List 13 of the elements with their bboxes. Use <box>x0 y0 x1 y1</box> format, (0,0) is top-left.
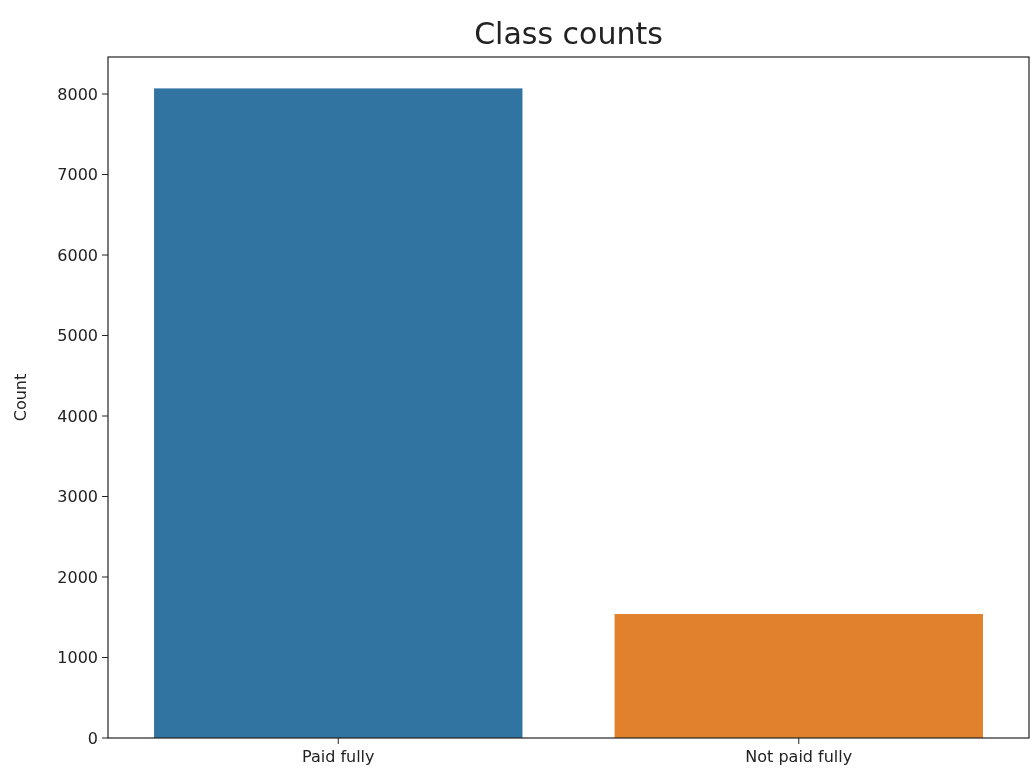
y-tick-label: 8000 <box>57 84 98 104</box>
y-tick-label: 0 <box>87 728 98 748</box>
x-tick-label: Paid fully <box>301 747 375 766</box>
y-tick-label: 2000 <box>57 567 98 587</box>
y-tick-label: 7000 <box>57 165 98 185</box>
x-tick-label: Not paid fully <box>745 747 853 766</box>
y-tick-label: 6000 <box>57 245 98 265</box>
y-tick-label: 5000 <box>57 326 98 346</box>
y-axis-title: Count <box>11 373 30 422</box>
y-tick-label: 3000 <box>57 487 98 507</box>
y-tick-label: 4000 <box>57 406 98 426</box>
chart-title: Class counts <box>474 16 663 51</box>
y-tick-label: 1000 <box>57 648 98 668</box>
